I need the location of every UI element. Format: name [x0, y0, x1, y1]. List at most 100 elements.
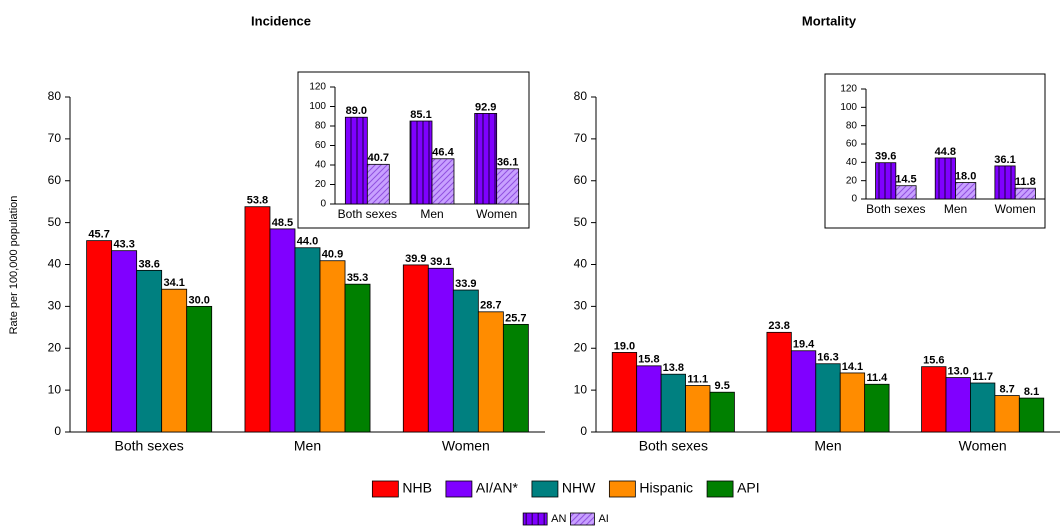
- y-tick-label: 60: [574, 173, 588, 187]
- bar: [496, 168, 520, 205]
- legend-swatch: [570, 512, 595, 526]
- bar: [934, 157, 956, 200]
- x-tick-label: Both sexes: [338, 207, 397, 221]
- y-tick-label: 20: [574, 340, 588, 354]
- x-tick-label: Men: [944, 202, 967, 216]
- bar: [319, 260, 346, 433]
- chart-title: Incidence: [251, 13, 311, 28]
- y-tick-label: 30: [574, 299, 588, 313]
- bar: [269, 228, 296, 433]
- bar: [431, 158, 455, 205]
- y-tick-label: 80: [574, 89, 588, 103]
- bar: [955, 182, 977, 200]
- value-label: 11.4: [866, 372, 888, 384]
- legend-swatch: [371, 480, 399, 498]
- y-tick-label: 10: [48, 382, 62, 396]
- value-label: 40.7: [368, 152, 389, 164]
- legend-swatch: [531, 480, 559, 498]
- x-tick-label: Both sexes: [639, 438, 708, 454]
- y-tick-label: 60: [315, 140, 327, 151]
- bar: [111, 250, 138, 433]
- y-tick-label: 100: [840, 102, 857, 113]
- bar: [839, 372, 866, 433]
- y-tick-label: 0: [320, 199, 326, 210]
- bar: [477, 311, 504, 433]
- legend-label: NHW: [562, 480, 596, 496]
- y-tick-label: 80: [315, 121, 327, 132]
- bar: [611, 352, 638, 433]
- bar: [895, 185, 917, 200]
- bar: [921, 366, 947, 433]
- y-tick-label: 70: [48, 131, 62, 145]
- bar: [875, 162, 897, 200]
- value-label: 36.1: [497, 157, 518, 169]
- value-label: 39.6: [875, 151, 896, 163]
- y-tick-label: 20: [48, 340, 62, 354]
- value-label: 28.7: [480, 300, 501, 312]
- value-label: 48.5: [272, 217, 293, 229]
- value-label: 19.4: [793, 339, 815, 351]
- legend-swatch: [522, 512, 548, 526]
- bar: [1014, 187, 1036, 200]
- bar: [402, 264, 429, 433]
- y-tick-label: 70: [574, 131, 588, 145]
- inset-frame: [824, 73, 1046, 229]
- y-tick-label: 80: [48, 89, 62, 103]
- legend-label: AI/AN*: [476, 480, 519, 496]
- legend-label: NHB: [402, 480, 432, 496]
- x-tick-label: Men: [294, 438, 321, 454]
- value-label: 8.7: [999, 383, 1014, 395]
- y-tick-label: 10: [574, 382, 588, 396]
- y-tick-label: 40: [574, 257, 588, 271]
- y-tick-label: 40: [48, 257, 62, 271]
- y-tick-label: 0: [580, 424, 587, 438]
- value-label: 39.1: [430, 256, 451, 268]
- legend-swatch: [706, 480, 734, 498]
- bar: [685, 385, 711, 433]
- value-label: 36.1: [994, 154, 1015, 166]
- chart-title: Mortality: [802, 13, 857, 28]
- bar: [244, 206, 271, 433]
- value-label: 45.7: [88, 229, 109, 241]
- legend-label: Hispanic: [639, 480, 693, 496]
- x-tick-label: Men: [814, 438, 841, 454]
- bar: [1018, 397, 1045, 433]
- bar: [409, 120, 433, 205]
- bar: [815, 363, 841, 433]
- value-label: 92.9: [475, 101, 496, 113]
- value-label: 16.3: [817, 352, 838, 364]
- value-label: 15.6: [923, 355, 944, 367]
- y-tick-label: 20: [846, 175, 858, 186]
- y-tick-label: 0: [851, 194, 857, 205]
- bar: [161, 288, 188, 433]
- value-label: 38.6: [138, 258, 159, 270]
- y-tick-label: 40: [315, 160, 327, 171]
- value-label: 15.8: [638, 354, 659, 366]
- legend: NHB AI/AN* NHW Hispanic API: [371, 480, 760, 498]
- bar: [636, 365, 662, 433]
- x-tick-label: Women: [442, 438, 490, 454]
- y-tick-label: 30: [48, 299, 62, 313]
- value-label: 44.0: [297, 236, 318, 248]
- value-label: 11.1: [687, 373, 708, 385]
- value-label: 44.8: [935, 146, 956, 158]
- y-tick-label: 50: [574, 215, 588, 229]
- bar: [136, 269, 163, 433]
- y-axis-label: Rate per 100,000 population: [8, 196, 20, 335]
- bar: [427, 267, 454, 433]
- bar: [864, 383, 890, 433]
- bar: [660, 373, 686, 433]
- x-tick-label: Both sexes: [115, 438, 184, 454]
- value-label: 19.0: [614, 340, 635, 352]
- value-label: 53.8: [247, 195, 268, 207]
- y-tick-label: 120: [309, 82, 326, 93]
- value-label: 33.9: [455, 278, 476, 290]
- value-label: 43.3: [113, 239, 134, 251]
- value-label: 14.1: [842, 361, 863, 373]
- legend: AN AI: [522, 512, 609, 526]
- legend-label: AN: [551, 513, 566, 525]
- bar: [474, 113, 498, 205]
- legend-swatch: [445, 480, 473, 498]
- value-label: 35.3: [347, 272, 368, 284]
